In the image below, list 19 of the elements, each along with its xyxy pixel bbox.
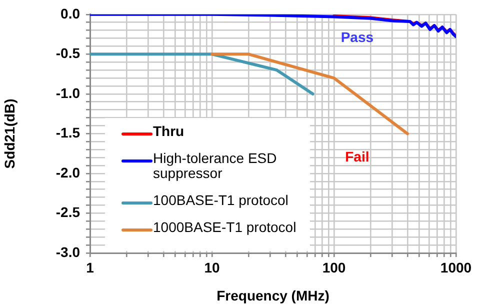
y-tick-label: -1.5 xyxy=(56,124,80,141)
y-tick-label: -1.0 xyxy=(56,84,80,101)
legend-label: 1000BASE-T1 protocol xyxy=(153,218,296,235)
x-tick-label: 1000 xyxy=(440,259,472,276)
y-tick-label: -2.5 xyxy=(56,204,80,220)
annotation: Fail xyxy=(345,148,370,164)
x-tick-label: 10 xyxy=(204,259,220,276)
x-tick-label: 100 xyxy=(322,259,346,276)
y-axis-title: Sdd21(dB) xyxy=(1,98,18,169)
legend-label: High-tolerance ESD suppressor xyxy=(153,150,277,181)
legend-label: 100BASE-T1 protocol xyxy=(153,192,288,208)
legend-label: Thru xyxy=(153,122,184,139)
y-tick-label: -0.5 xyxy=(56,45,80,62)
y-tick-label: -2.0 xyxy=(56,164,80,180)
y-tick-label: 0.0 xyxy=(60,5,80,22)
annotation: Pass xyxy=(340,29,374,46)
x-axis-title: Frequency (MHz) xyxy=(216,287,330,304)
x-tick-label: 1 xyxy=(86,259,94,276)
y-tick-label: -3.0 xyxy=(56,244,80,260)
